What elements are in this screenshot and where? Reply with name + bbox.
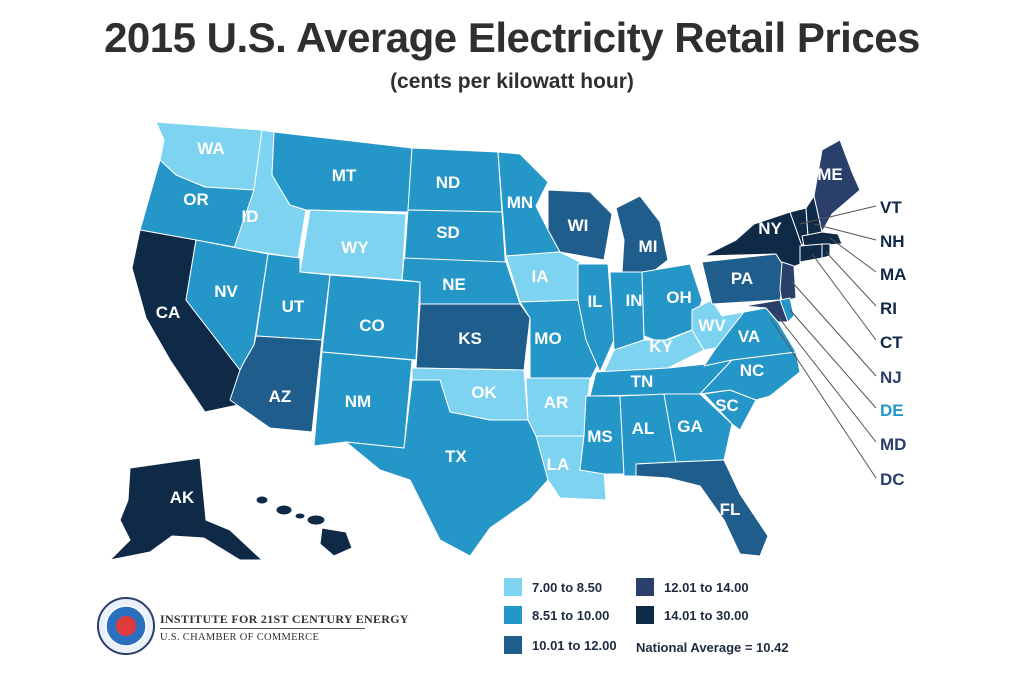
label-VA: VA <box>738 327 760 346</box>
label-IN: IN <box>626 291 643 310</box>
label-CO: CO <box>359 316 385 335</box>
label-MN: MN <box>507 193 533 212</box>
state-KY[interactable] <box>603 329 705 373</box>
state-GA[interactable] <box>663 393 733 463</box>
state-TX[interactable] <box>345 379 549 557</box>
label-NC: NC <box>740 361 765 380</box>
state-HI[interactable] <box>255 495 353 557</box>
leader-RI <box>825 251 877 307</box>
state-CT[interactable] <box>799 243 823 263</box>
callout-DE: DE <box>880 401 904 420</box>
label-SC: SC <box>715 396 739 415</box>
label-PA: PA <box>731 269 753 288</box>
label-NV: NV <box>214 282 238 301</box>
state-NJ[interactable] <box>779 261 797 303</box>
leader-NJ <box>791 281 877 377</box>
state-IN[interactable] <box>609 271 645 351</box>
label-AR: AR <box>544 393 569 412</box>
label-TN: TN <box>631 372 654 391</box>
state-AZ[interactable] <box>229 335 323 433</box>
callout-NJ: NJ <box>880 368 902 387</box>
label-MO: MO <box>534 329 561 348</box>
callout-CT: CT <box>880 333 903 352</box>
leader-MD <box>775 313 877 443</box>
label-AZ: AZ <box>269 387 292 406</box>
label-NM: NM <box>345 392 371 411</box>
leader-DC <box>769 317 877 479</box>
legend-swatch-tier2 <box>504 606 522 624</box>
legend-label-tier5: 14.01 to 30.00 <box>664 608 749 623</box>
state-MI[interactable] <box>615 195 669 275</box>
label-ND: ND <box>436 173 461 192</box>
callout-RI: RI <box>880 299 897 318</box>
label-WI: WI <box>568 216 589 235</box>
label-UT: UT <box>282 297 305 316</box>
map-title: 2015 U.S. Average Electricity Retail Pri… <box>104 14 920 61</box>
callout-NH: NH <box>880 232 905 251</box>
label-HI: HI <box>282 536 299 555</box>
state-MA[interactable] <box>801 231 843 247</box>
callout-MD: MD <box>880 435 906 454</box>
label-OR: OR <box>183 190 209 209</box>
legend-label-tier2: 8.51 to 10.00 <box>532 608 610 623</box>
logo-divider <box>160 628 365 629</box>
state-AK[interactable] <box>109 457 263 561</box>
label-MS: MS <box>587 427 613 446</box>
leader-VT <box>799 205 877 225</box>
label-SD: SD <box>436 223 460 242</box>
state-MD[interactable] <box>743 299 789 323</box>
label-ME: ME <box>817 165 843 184</box>
callout-VT: VT <box>880 198 902 217</box>
label-WY: WY <box>341 238 369 257</box>
label-MI: MI <box>639 237 658 256</box>
label-AL: AL <box>632 419 655 438</box>
label-GA: GA <box>677 417 703 436</box>
leader-NH <box>813 223 877 241</box>
label-NY: NY <box>758 219 782 238</box>
state-KS[interactable] <box>415 303 531 371</box>
legend-swatch-tier5 <box>636 606 654 624</box>
label-IL: IL <box>587 292 602 311</box>
label-FL: FL <box>720 500 741 519</box>
label-CA: CA <box>156 303 181 322</box>
national-average: National Average = 10.42 <box>636 640 789 655</box>
label-AK: AK <box>170 488 195 507</box>
label-WA: WA <box>197 139 224 158</box>
legend-swatch-tier4 <box>636 578 654 596</box>
label-MT: MT <box>332 166 357 185</box>
map-subtitle: (cents per kilowatt hour) <box>390 70 634 93</box>
state-FL[interactable] <box>635 459 769 557</box>
callout-MA: MA <box>880 265 906 284</box>
label-NE: NE <box>442 275 466 294</box>
label-OH: OH <box>666 288 692 307</box>
legend-label-tier1: 7.00 to 8.50 <box>532 580 603 595</box>
label-LA: LA <box>547 455 570 474</box>
state-WI[interactable] <box>547 189 613 261</box>
state-RI[interactable] <box>821 243 831 259</box>
callout-DC: DC <box>880 470 905 489</box>
label-TX: TX <box>445 447 467 466</box>
institute-logo-seal <box>97 597 155 655</box>
label-OK: OK <box>471 383 497 402</box>
legend-label-tier4: 12.01 to 14.00 <box>664 580 749 595</box>
legend-swatch-tier3 <box>504 636 522 654</box>
institute-name: INSTITUTE FOR 21ST CENTURY ENERGY <box>160 612 409 626</box>
leader-MA <box>829 237 877 273</box>
leader-DE <box>789 309 877 409</box>
label-IA: IA <box>532 267 549 286</box>
state-DE[interactable] <box>779 297 795 323</box>
label-KY: KY <box>649 337 673 356</box>
legend-swatch-tier1 <box>504 578 522 596</box>
leader-CT <box>811 253 877 341</box>
label-ID: ID <box>242 207 259 226</box>
label-WV: WV <box>698 316 726 335</box>
state-ME[interactable] <box>813 139 861 233</box>
label-KS: KS <box>458 329 482 348</box>
legend-label-tier3: 10.01 to 12.00 <box>532 638 617 653</box>
chamber-name: U.S. CHAMBER OF COMMERCE <box>160 632 320 643</box>
